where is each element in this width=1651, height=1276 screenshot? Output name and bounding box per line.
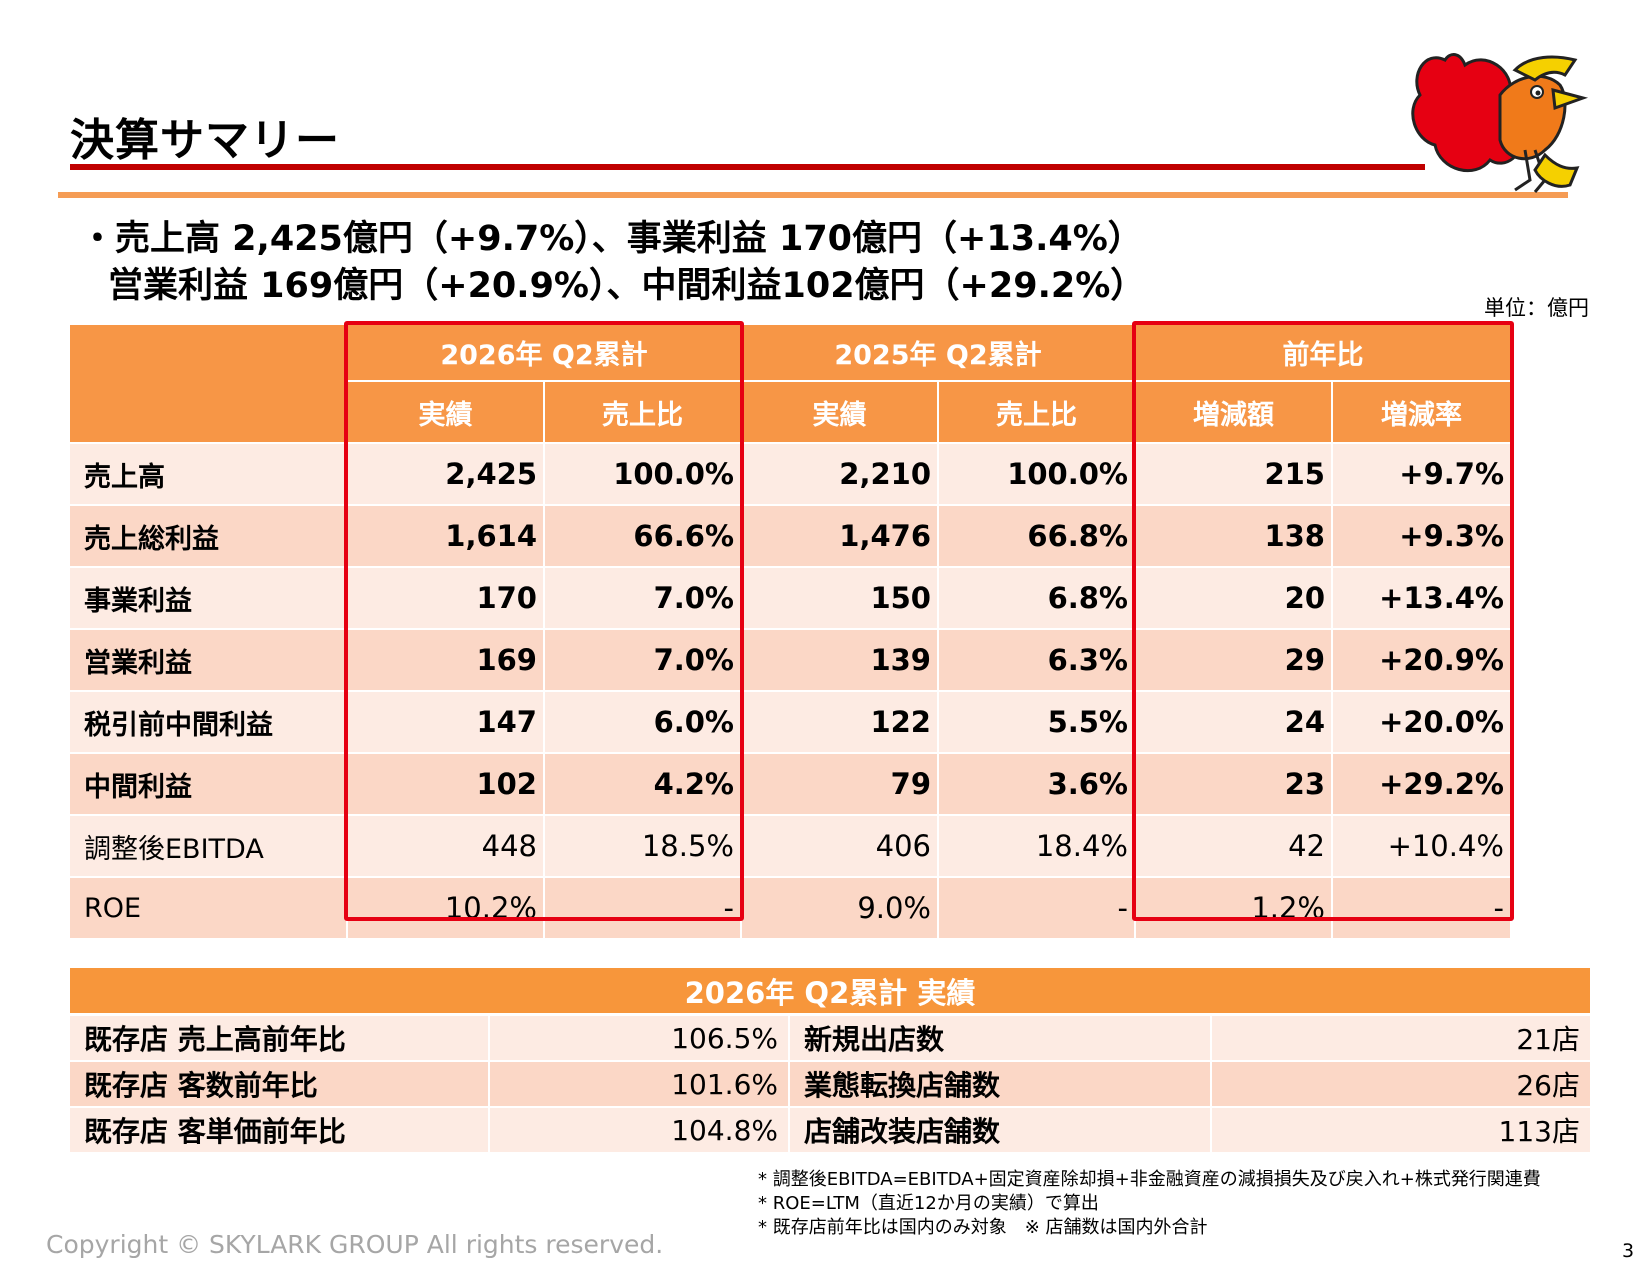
table-cell: +20.0% bbox=[1333, 692, 1510, 752]
table-cell: 102 bbox=[348, 754, 543, 814]
table-cell: +13.4% bbox=[1333, 568, 1510, 628]
table-cell: 10.2% bbox=[348, 878, 543, 938]
row-label: 調整後EBITDA bbox=[70, 816, 346, 876]
table-cell: - bbox=[1333, 878, 1510, 938]
page-number: 3 bbox=[1622, 1240, 1635, 1262]
sub-header: 増減額 bbox=[1136, 382, 1331, 442]
table-cell: 79 bbox=[742, 754, 937, 814]
table-cell: - bbox=[939, 878, 1134, 938]
results-label: 新規出店数 bbox=[790, 1016, 1210, 1060]
table-cell: 122 bbox=[742, 692, 937, 752]
table-cell: 147 bbox=[348, 692, 543, 752]
table-cell: 6.0% bbox=[545, 692, 740, 752]
table-cell: 138 bbox=[1136, 506, 1331, 566]
table-cell: 4.2% bbox=[545, 754, 740, 814]
group-header-2025: 2025年 Q2累計 bbox=[742, 325, 1134, 380]
table-cell: 66.8% bbox=[939, 506, 1134, 566]
rooster-mascot-icon bbox=[1411, 53, 1589, 193]
copyright: Copyright © SKYLARK GROUP All rights res… bbox=[46, 1230, 664, 1259]
table-cell: +10.4% bbox=[1333, 816, 1510, 876]
row-label: ROE bbox=[70, 878, 346, 938]
table-cell: 139 bbox=[742, 630, 937, 690]
table-cell: 42 bbox=[1136, 816, 1331, 876]
table-cell: 3.6% bbox=[939, 754, 1134, 814]
group-header-yoy: 前年比 bbox=[1136, 325, 1510, 380]
row-label: 売上総利益 bbox=[70, 506, 346, 566]
table-cell: +29.2% bbox=[1333, 754, 1510, 814]
table-cell: 23 bbox=[1136, 754, 1331, 814]
table-cell: 6.3% bbox=[939, 630, 1134, 690]
table-cell: 29 bbox=[1136, 630, 1331, 690]
footnotes: * 調整後EBITDA=EBITDA+固定資産除却損+非金融資産の減損損失及び戻… bbox=[758, 1168, 1541, 1240]
table-cell: 100.0% bbox=[545, 444, 740, 504]
table-cell: 18.4% bbox=[939, 816, 1134, 876]
page-title: 決算サマリー bbox=[70, 115, 340, 166]
table-cell: 406 bbox=[742, 816, 937, 876]
row-label: 営業利益 bbox=[70, 630, 346, 690]
table-cell: +20.9% bbox=[1333, 630, 1510, 690]
sub-header: 実績 bbox=[348, 382, 543, 442]
group-header-2026: 2026年 Q2累計 bbox=[348, 325, 740, 380]
sub-header: 増減率 bbox=[1333, 382, 1510, 442]
row-label: 事業利益 bbox=[70, 568, 346, 628]
results-value: 104.8% bbox=[490, 1108, 788, 1152]
table-cell: 5.5% bbox=[939, 692, 1134, 752]
header-blank bbox=[70, 325, 346, 442]
results-value: 101.6% bbox=[490, 1062, 788, 1106]
results-label: 業態転換店舗数 bbox=[790, 1062, 1210, 1106]
footnote: * 調整後EBITDA=EBITDA+固定資産除却損+非金融資産の減損損失及び戻… bbox=[758, 1169, 1541, 1190]
results-label: 既存店 売上高前年比 bbox=[70, 1016, 488, 1060]
table-cell: +9.7% bbox=[1333, 444, 1510, 504]
table-cell: 2,210 bbox=[742, 444, 937, 504]
highlight-box-2026 bbox=[344, 321, 744, 921]
row-label: 売上高 bbox=[70, 444, 346, 504]
table-cell: 7.0% bbox=[545, 630, 740, 690]
highlight-box-yoy bbox=[1132, 321, 1514, 921]
row-label: 税引前中間利益 bbox=[70, 692, 346, 752]
results-header: 2026年 Q2累計 実績 bbox=[70, 968, 1590, 1013]
sub-header: 売上比 bbox=[939, 382, 1134, 442]
results-label: 既存店 客数前年比 bbox=[70, 1062, 488, 1106]
sub-header: 実績 bbox=[742, 382, 937, 442]
table-cell: 6.8% bbox=[939, 568, 1134, 628]
table-cell: 448 bbox=[348, 816, 543, 876]
table-cell: 215 bbox=[1136, 444, 1331, 504]
table-cell: 20 bbox=[1136, 568, 1331, 628]
title-underline bbox=[70, 164, 1425, 170]
table-cell: 66.6% bbox=[545, 506, 740, 566]
results-label: 既存店 客単価前年比 bbox=[70, 1108, 488, 1152]
unit-label: 単位：億円 bbox=[1484, 296, 1589, 320]
table-cell: - bbox=[545, 878, 740, 938]
table-cell: 1,614 bbox=[348, 506, 543, 566]
table-cell: 24 bbox=[1136, 692, 1331, 752]
footnote: * 既存店前年比は国内のみ対象 ※ 店舗数は国内外合計 bbox=[758, 1217, 1208, 1238]
row-label: 中間利益 bbox=[70, 754, 346, 814]
table-cell: 150 bbox=[742, 568, 937, 628]
sub-header: 売上比 bbox=[545, 382, 740, 442]
table-cell: 170 bbox=[348, 568, 543, 628]
header-divider bbox=[58, 192, 1568, 198]
table-cell: 7.0% bbox=[545, 568, 740, 628]
table-cell: 9.0% bbox=[742, 878, 937, 938]
table-cell: 1,476 bbox=[742, 506, 937, 566]
table-cell: 18.5% bbox=[545, 816, 740, 876]
results-value: 106.5% bbox=[490, 1016, 788, 1060]
table-cell: 100.0% bbox=[939, 444, 1134, 504]
table-cell: 2,425 bbox=[348, 444, 543, 504]
results-value: 113店 bbox=[1212, 1108, 1590, 1152]
headline-line-1: ・売上高 2,425億円（+9.7%）、事業利益 170億円（+13.4%） bbox=[80, 219, 1143, 259]
results-value: 21店 bbox=[1212, 1016, 1590, 1060]
headline-line-2: 営業利益 169億円（+20.9%）、中間利益102億円（+29.2%） bbox=[108, 266, 1146, 306]
headline: ・売上高 2,425億円（+9.7%）、事業利益 170億円（+13.4%） 営… bbox=[80, 216, 1145, 310]
table-cell: +9.3% bbox=[1333, 506, 1510, 566]
footnote: * ROE=LTM（直近12か月の実績）で算出 bbox=[758, 1193, 1099, 1214]
results-value: 26店 bbox=[1212, 1062, 1590, 1106]
results-label: 店舗改装店舗数 bbox=[790, 1108, 1210, 1152]
table-cell: 169 bbox=[348, 630, 543, 690]
